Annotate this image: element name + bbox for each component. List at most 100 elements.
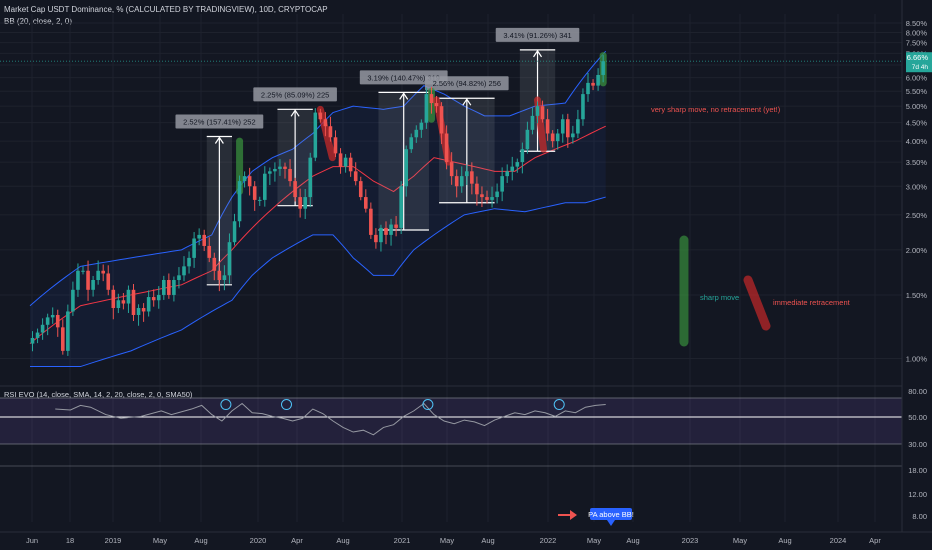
candle bbox=[576, 109, 580, 139]
candle bbox=[586, 73, 590, 102]
candle bbox=[66, 304, 70, 356]
candle-body bbox=[257, 199, 262, 201]
candle-body bbox=[439, 106, 444, 134]
candle-body bbox=[187, 257, 191, 267]
rsi-line bbox=[55, 402, 606, 436]
candle-body bbox=[515, 162, 520, 167]
candle bbox=[156, 286, 161, 309]
measure-arrow-head bbox=[399, 92, 409, 100]
candle bbox=[495, 183, 499, 204]
candle-body bbox=[71, 289, 75, 312]
candle bbox=[358, 176, 363, 201]
candle bbox=[454, 169, 459, 198]
candle-body bbox=[424, 94, 429, 123]
x-tick-label: 18 bbox=[66, 536, 74, 545]
candle-body bbox=[308, 157, 313, 198]
candle bbox=[227, 233, 232, 284]
candle bbox=[470, 162, 474, 195]
measure-label-bg bbox=[175, 114, 264, 129]
candle-body bbox=[162, 279, 166, 295]
candle bbox=[247, 167, 252, 196]
candle-body bbox=[50, 314, 55, 318]
candle-body bbox=[30, 337, 35, 344]
candle-body bbox=[465, 171, 469, 177]
rsi-tick-label: 50.00 bbox=[908, 413, 927, 422]
signal-label: PA above BB! bbox=[588, 510, 634, 519]
candle-body bbox=[459, 176, 464, 187]
candle-body bbox=[520, 149, 525, 163]
candle bbox=[202, 229, 206, 252]
candle-body bbox=[91, 279, 95, 290]
candle-body bbox=[106, 273, 111, 290]
candle bbox=[167, 273, 171, 299]
candle bbox=[500, 167, 504, 202]
candle-body bbox=[242, 176, 247, 182]
measure-arrow-head bbox=[214, 136, 224, 144]
candle bbox=[318, 108, 323, 123]
x-tick-label: Apr bbox=[869, 536, 881, 545]
candle bbox=[374, 228, 378, 249]
candle bbox=[91, 275, 95, 297]
candle-body bbox=[505, 171, 509, 177]
measure-arrow-head bbox=[290, 109, 300, 117]
candle-body bbox=[540, 106, 545, 120]
candle-body bbox=[268, 171, 272, 174]
rsi-zone bbox=[0, 398, 902, 444]
candle bbox=[389, 218, 393, 246]
candle-body bbox=[555, 133, 560, 142]
candle-body bbox=[96, 270, 100, 280]
candle bbox=[273, 162, 277, 182]
candle-body bbox=[35, 332, 40, 338]
candle-body bbox=[252, 186, 257, 200]
x-tick-label: Aug bbox=[336, 536, 349, 545]
candle-body bbox=[576, 119, 580, 134]
bb-basis-line bbox=[29, 125, 606, 344]
candle-body bbox=[156, 294, 161, 301]
candle bbox=[475, 176, 479, 206]
candle bbox=[384, 221, 388, 245]
candle bbox=[71, 281, 75, 316]
y-tick-label: 4.50% bbox=[906, 119, 928, 128]
y-tick-label: 8.00% bbox=[906, 28, 928, 37]
x-tick-label: Aug bbox=[481, 536, 494, 545]
candle bbox=[257, 196, 262, 206]
candle-body bbox=[283, 166, 287, 169]
candle-body bbox=[500, 176, 504, 192]
candle-body bbox=[338, 153, 343, 167]
y-tick-label: 6.00% bbox=[906, 74, 928, 83]
price-tag-sub: 7d 4h bbox=[912, 64, 929, 71]
candle-body bbox=[485, 197, 489, 200]
candle bbox=[439, 102, 444, 145]
candle-body bbox=[591, 82, 595, 86]
annotations: very sharp move, no retracement (yet!) sh… bbox=[0, 60, 902, 347]
candle bbox=[283, 162, 287, 179]
candle bbox=[429, 86, 434, 114]
candle-body bbox=[449, 162, 454, 177]
candle bbox=[555, 128, 560, 150]
y-tick-label: 3.00% bbox=[906, 182, 928, 191]
candle bbox=[106, 265, 111, 296]
candle-body bbox=[414, 129, 419, 138]
candle-body bbox=[313, 112, 318, 158]
candle-body bbox=[237, 181, 242, 222]
candle-body bbox=[222, 275, 227, 280]
candle bbox=[338, 148, 343, 174]
candle-body bbox=[182, 266, 186, 276]
measure-label: 3.41% (91.26%) 341 bbox=[503, 31, 571, 40]
candle bbox=[515, 158, 520, 173]
x-tick-label: Apr bbox=[291, 536, 303, 545]
candle bbox=[192, 232, 196, 268]
candle-body bbox=[480, 194, 484, 198]
measure-box: 3.19% (140.47%) 319 bbox=[359, 70, 448, 231]
candle-body bbox=[232, 221, 237, 243]
candle-body bbox=[454, 176, 459, 187]
candle bbox=[278, 159, 282, 176]
x-tick-label: May bbox=[153, 536, 167, 545]
rsi-tick-label: 12.00 bbox=[908, 490, 927, 499]
candle bbox=[591, 79, 595, 91]
candle bbox=[96, 260, 100, 285]
candle bbox=[434, 95, 439, 113]
y-tick-label: 5.00% bbox=[906, 102, 928, 111]
